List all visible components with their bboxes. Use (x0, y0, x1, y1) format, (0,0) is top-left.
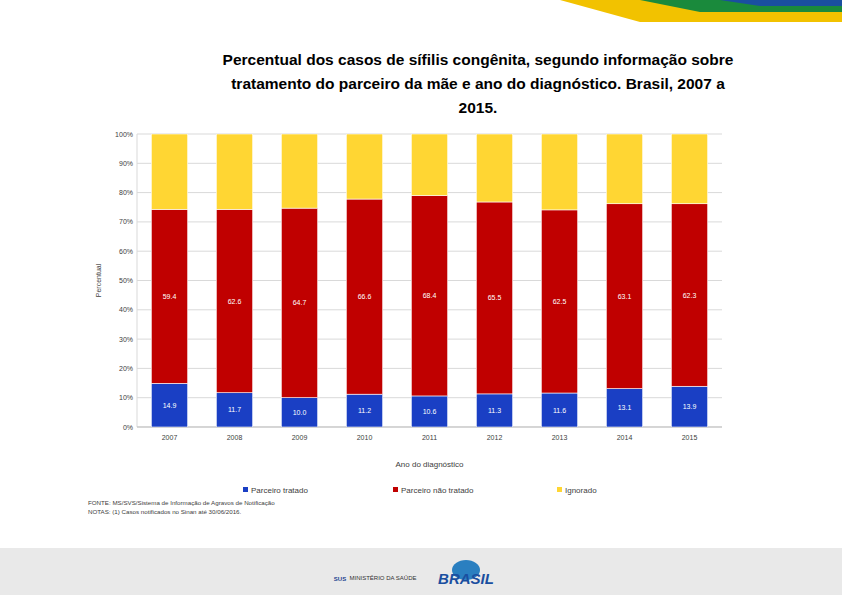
bar-segment (216, 134, 252, 209)
legend-label: Ignorado (565, 486, 597, 495)
y-tick-label: 20% (119, 365, 133, 372)
y-tick-label: 40% (119, 306, 133, 313)
bar-segment (541, 134, 577, 210)
bar-segment (606, 134, 642, 204)
bar-segment (671, 134, 707, 204)
x-tick-label: 2007 (162, 434, 178, 441)
footnote: NOTAS: (1) Casos notificados no Sinan at… (88, 508, 242, 515)
bar-segment (671, 204, 707, 387)
bar-segment (151, 383, 187, 427)
data-label: 63.1 (618, 293, 632, 300)
bars (151, 134, 707, 427)
bar-segment (476, 394, 512, 427)
deco-stripe (560, 0, 842, 22)
data-label: 13.1 (618, 404, 632, 411)
x-tick-label: 2013 (552, 434, 568, 441)
bar-segment (411, 134, 447, 196)
data-label: 64.7 (293, 299, 307, 306)
footer-band (0, 548, 842, 595)
x-tick-label: 2010 (357, 434, 373, 441)
bar-segment (541, 393, 577, 427)
chart-title: Percentual dos casos de sífilis congênit… (218, 48, 738, 120)
legend-label: Parceiro não tratado (401, 486, 474, 495)
x-tick-label: 2011 (422, 434, 437, 441)
bar-segment (606, 204, 642, 389)
x-tick-label: 2014 (617, 434, 633, 441)
bar-segment (151, 209, 187, 383)
legend-swatch (557, 487, 562, 492)
y-axis-line (137, 134, 138, 427)
data-label: 62.5 (553, 298, 567, 305)
legend-swatch (393, 487, 398, 492)
y-tick-label: 30% (119, 336, 133, 343)
data-label: 11.3 (488, 407, 501, 414)
data-label: 66.6 (358, 293, 372, 300)
deco-stripe (640, 0, 842, 12)
bar-segment (216, 393, 252, 427)
data-label: 10.0 (293, 409, 307, 416)
legend-label: Parceiro tratado (251, 486, 308, 495)
x-axis-title: Ano do diagnóstico (395, 460, 464, 469)
x-tick-label: 2009 (292, 434, 308, 441)
logo-text: SUS (334, 576, 346, 582)
bar-segment (151, 134, 187, 209)
bar-segment (346, 134, 382, 199)
bar-segment (411, 396, 447, 427)
legend-swatch (243, 487, 248, 492)
y-axis-title: Percentual (95, 263, 102, 297)
data-label: 59.4 (163, 293, 177, 300)
data-label: 62.3 (683, 292, 697, 299)
bar-segment (281, 208, 317, 398)
data-label: 11.6 (553, 407, 566, 414)
data-label: 14.9 (163, 402, 177, 409)
data-label: 62.6 (228, 298, 242, 305)
bar-segment (541, 210, 577, 393)
x-tick-label: 2012 (487, 434, 503, 441)
bar-segment (476, 202, 512, 394)
bar-segment (346, 394, 382, 427)
bar-segment (476, 134, 512, 202)
x-tick-label: 2008 (227, 434, 243, 441)
bar-segment (606, 389, 642, 427)
logo-text: BRASIL (438, 570, 494, 587)
data-label: 10.6 (423, 408, 437, 415)
data-label: 65.5 (488, 294, 502, 301)
data-label: 68.4 (423, 292, 437, 299)
bar-segment (281, 134, 317, 208)
footnote: FONTE: MS/SVS/Sistema de Informação de A… (88, 499, 275, 506)
bar-segment (671, 386, 707, 427)
y-tick-label: 100% (115, 131, 133, 138)
y-tick-label: 80% (119, 189, 133, 196)
y-tick-label: 10% (119, 394, 133, 401)
deco-stripe (720, 0, 842, 6)
page: 0% 10% 20% 30% 40% 50% 60% 70% 80% 90% 100% 14.9 11.… (0, 0, 842, 595)
data-label: 13.9 (683, 403, 697, 410)
y-tick-label: 90% (119, 160, 133, 167)
y-tick-label: 70% (119, 218, 133, 225)
logo-text: MINISTÉRIO DA SAÚDE (349, 575, 416, 581)
y-tick-label: 0% (123, 424, 133, 431)
y-tick-label: 50% (119, 277, 133, 284)
data-label: 11.7 (228, 406, 241, 413)
bar-segment (346, 199, 382, 394)
bar-segment (411, 196, 447, 396)
x-tick-label: 2015 (682, 434, 698, 441)
bar-segment (281, 398, 317, 427)
data-labels: 14.9 11.7 10.0 11.2 10.6 11.3 11.6 13.1 13.9 59.4… (163, 292, 697, 416)
data-label: 11.2 (358, 407, 371, 414)
y-tick-label: 60% (119, 248, 133, 255)
bar-segment (216, 209, 252, 392)
